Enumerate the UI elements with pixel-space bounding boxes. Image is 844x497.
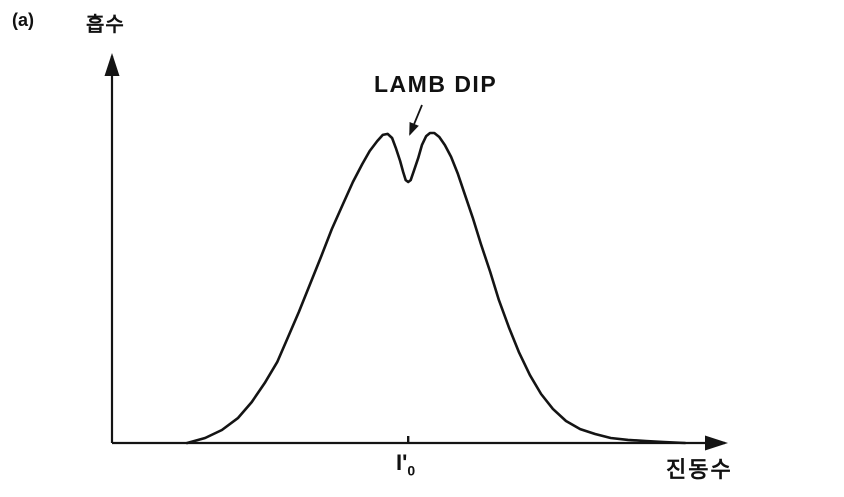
x-tick-label-sub: 0 bbox=[407, 462, 416, 479]
panel-label: (a) bbox=[12, 10, 34, 30]
x-tick-label: I'0 bbox=[396, 450, 415, 478]
x-tick-label-base: I' bbox=[396, 450, 408, 475]
x-axis-label: 진동수 bbox=[666, 457, 733, 482]
absorption-curve bbox=[185, 131, 687, 445]
y-axis-label: 흡수 bbox=[86, 14, 125, 36]
annotation-arrow bbox=[409, 104, 423, 136]
lamb-dip-annotation: LAMB DIP bbox=[374, 71, 498, 97]
